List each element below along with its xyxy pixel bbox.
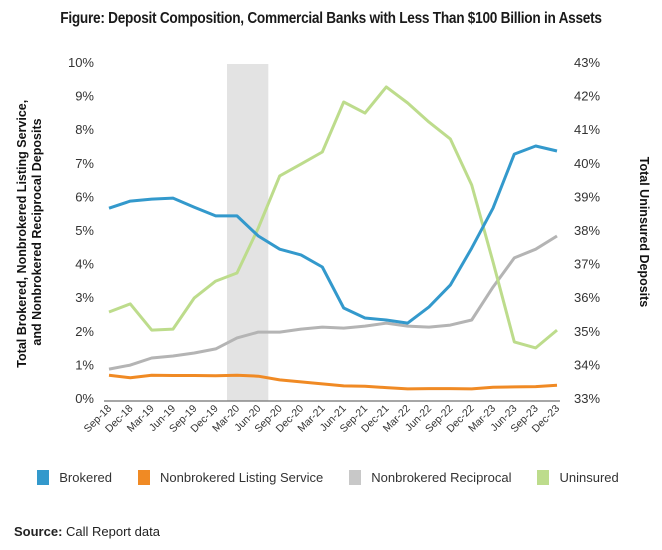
recession-shading [227,64,269,401]
y-right-tick-label: 36% [574,290,600,305]
y-right-tick-label: 40% [574,156,600,171]
legend-label: Brokered [59,470,112,485]
series-line-uninsured [108,85,558,350]
y-tick-label: 1% [75,357,94,372]
legend-label: Nonbrokered Reciprocal [371,470,512,485]
legend-label: Uninsured [559,470,619,485]
legend: Brokered Nonbrokered Listing Service Non… [0,470,662,485]
y-tick-label: 4% [75,257,94,272]
line-chart: 0%1%2%3%4%5%6%7%8%9%10% 33%34%35%36%37%3… [15,55,651,436]
y-tick-label: 3% [75,290,94,305]
source-text: Call Report data [62,524,160,539]
legend-swatch [349,470,362,485]
source-label: Source: [14,524,63,539]
y-right-tick-label: 38% [574,223,600,238]
y-tick-label: 6% [75,189,94,204]
y-tick-label: 0% [75,391,94,406]
legend-swatch [537,470,550,485]
y-tick-label: 2% [75,324,94,339]
series-line-nonbrokered-listing-service [108,373,558,391]
series-line-brokered [108,144,558,325]
y-tick-label: 5% [75,223,94,238]
legend-swatch [137,470,150,485]
series-line-nonbrokered-reciprocal [108,234,558,371]
left-y-axis-ticks: 0% 1% 2% 3% 4% 5% 6% 7% 8% 9% 10% [68,55,94,406]
chart-title: Figure: Deposit Composition, Commercial … [60,10,602,27]
y-right-tick-label: 37% [574,257,600,272]
x-axis-ticks: Sep-18Dec-18Mar-19Jun-19Sep-19Dec-19Mar-… [82,403,563,436]
y-tick-label: 9% [75,89,94,104]
y-right-tick-label: 41% [574,122,600,137]
right-y-axis-title: Total Uninsured Deposits [637,157,651,308]
y-tick-label: 8% [75,122,94,137]
right-y-axis-ticks: 33% 34% 35% 36% 37% 38% 39% 40% 41% 42% 43% [574,55,600,406]
left-y-axis-title: Total Brokered, Nonbrokered Listing Serv… [15,96,44,367]
y-right-tick-label: 42% [574,89,600,104]
y-tick-label: 7% [75,156,94,171]
recession-shade-rect [227,64,269,401]
y-right-tick-label: 34% [574,357,600,372]
legend-item-uninsured[interactable]: Uninsured [537,470,619,485]
y-right-tick-label: 33% [574,391,600,406]
legend-item-listing-service[interactable]: Nonbrokered Listing Service [137,470,324,485]
y-tick-label: 10% [68,55,94,70]
series-lines [108,85,558,391]
source-note: Source: Call Report data [14,524,160,539]
y-right-tick-label: 35% [574,324,600,339]
legend-label: Nonbrokered Listing Service [159,470,324,485]
legend-swatch [37,470,50,485]
y-right-tick-label: 39% [574,189,600,204]
legend-item-brokered[interactable]: Brokered [37,470,112,485]
legend-item-reciprocal[interactable]: Nonbrokered Reciprocal [349,470,511,485]
y-right-tick-label: 43% [574,55,600,70]
